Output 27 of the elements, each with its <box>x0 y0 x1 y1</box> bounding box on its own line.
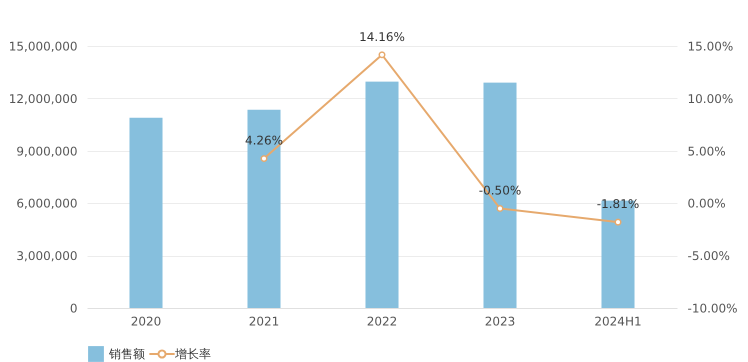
legend-label: 销售额 <box>108 347 145 361</box>
bar <box>129 118 163 308</box>
y2-tick-label: 10.00% <box>688 92 734 106</box>
y-tick-label: 3,000,000 <box>16 249 78 264</box>
y2-tick-label: 0.00% <box>688 196 726 211</box>
y2-tick-label: 5.00% <box>688 144 726 158</box>
y-tick-label: 9,000,000 <box>16 144 78 158</box>
y-tick-label: 12,000,000 <box>8 92 78 106</box>
y2-tick-label: -5.00% <box>688 249 730 264</box>
point <box>496 204 504 212</box>
x-tick-label: 2021 <box>248 314 280 328</box>
point <box>614 218 622 226</box>
point <box>378 51 386 58</box>
data-label: 14.16% <box>359 30 405 44</box>
y2-tick-label: 15.00% <box>688 40 734 54</box>
bar <box>365 82 399 308</box>
y-tick-label: 15,000,000 <box>8 40 78 54</box>
bar <box>247 110 281 308</box>
x-tick-label: 2024H1 <box>594 314 642 328</box>
y-tick-label: 0 <box>70 302 78 316</box>
point <box>260 155 268 162</box>
x-tick-label: 2023 <box>484 314 516 328</box>
x-tick-label: 2020 <box>130 314 162 328</box>
y-tick-label: 6,000,000 <box>16 196 78 211</box>
y2-tick-label: -10.00% <box>688 302 738 316</box>
x-tick-label: 2022 <box>366 314 398 328</box>
legend-label: 增长率 <box>174 347 211 361</box>
